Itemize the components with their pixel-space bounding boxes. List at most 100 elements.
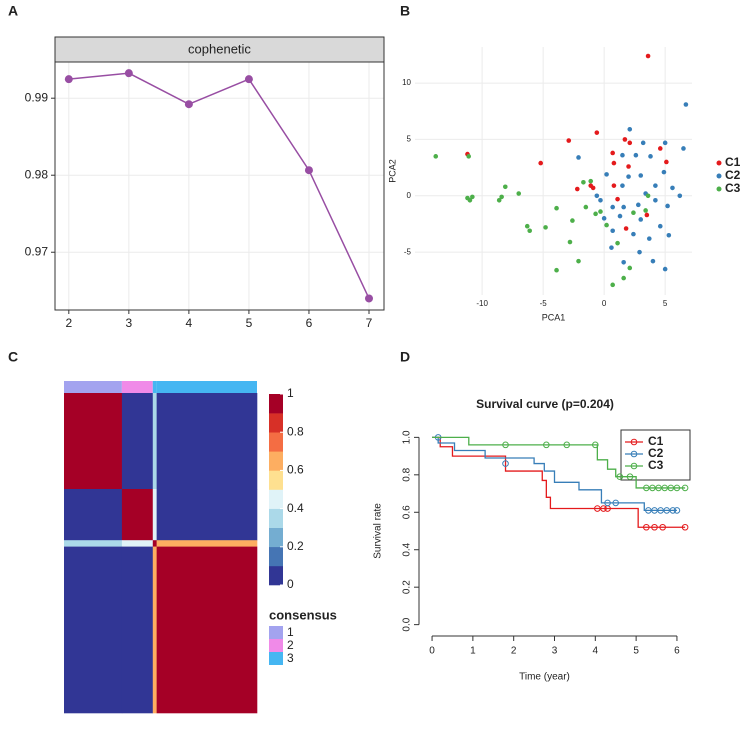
colorbar-label: 0.8 — [287, 424, 304, 438]
censor-mark — [673, 484, 681, 492]
x-tick-label: 4 — [593, 646, 599, 657]
scatter-point — [499, 194, 504, 200]
legend-swatch — [716, 160, 722, 166]
colorbar-band — [269, 432, 283, 452]
scatter-point — [576, 155, 581, 160]
heatmap-cell — [121, 540, 154, 547]
x-tick-label: 3 — [552, 646, 558, 657]
scatter-point — [621, 275, 626, 281]
heatmap-cell — [64, 393, 123, 490]
scatter-point — [677, 193, 683, 199]
scatter-point — [538, 160, 543, 166]
x-tick-label: 5 — [633, 646, 639, 657]
panel-label: D — [400, 349, 410, 365]
y-tick-label: -5 — [404, 247, 412, 256]
y-axis-label: Survival rate — [373, 503, 384, 559]
heatmap-cell — [152, 489, 157, 541]
scatter-point — [615, 240, 620, 246]
x-tick-label: 4 — [186, 316, 193, 330]
scatter-point — [662, 266, 668, 272]
legend-box — [620, 429, 691, 481]
scatter-point — [470, 194, 475, 200]
y-tick-label: 0.99 — [25, 90, 49, 104]
scatter-point — [576, 258, 581, 264]
data-point — [64, 75, 73, 84]
censor-mark — [592, 441, 599, 449]
colorbar-band — [269, 508, 283, 528]
scatter-point — [627, 126, 633, 132]
scatter-point — [433, 154, 439, 159]
scatter-point — [645, 193, 651, 199]
censor-mark — [657, 507, 664, 514]
censor-mark — [616, 473, 624, 480]
scatter-point — [611, 183, 617, 188]
x-tick-label: 7 — [366, 316, 373, 330]
scatter-point — [657, 223, 663, 229]
scatter-point — [543, 225, 548, 230]
legend-marker — [630, 450, 638, 458]
censor-mark — [563, 441, 571, 449]
scatter-point — [609, 245, 614, 250]
scatter-point — [610, 150, 615, 156]
scatter-point — [637, 249, 642, 255]
censor-mark — [669, 507, 677, 514]
scatter-point — [554, 205, 559, 211]
censor-mark — [645, 507, 652, 514]
scatter-point — [645, 53, 651, 59]
scatter-point — [604, 222, 609, 228]
scatter-point — [604, 172, 609, 177]
y-tick-label: 1.0 — [402, 430, 413, 444]
scatter-point — [611, 160, 617, 166]
censor-mark — [651, 523, 658, 531]
scatter-point — [623, 226, 629, 231]
y-tick-label: 0.6 — [402, 505, 413, 519]
y-tick-label: 0.0 — [402, 617, 413, 631]
heatmap-cell — [64, 489, 123, 541]
data-line — [68, 72, 370, 299]
x-tick-label: 3 — [126, 316, 133, 330]
x-tick-label: 6 — [674, 646, 680, 657]
heatmap-cell — [152, 546, 157, 714]
scatter-point — [653, 198, 658, 203]
scatter-point — [648, 154, 653, 159]
strip-label: cophenetic — [188, 41, 251, 56]
y-tick-label: 0.97 — [25, 244, 49, 258]
scatter-point — [644, 212, 650, 218]
legend-title: consensus — [269, 607, 337, 622]
colorbar-band — [269, 394, 283, 414]
scatter-point — [643, 208, 648, 213]
x-tick-label: 5 — [246, 316, 253, 330]
scatter-point — [610, 204, 615, 210]
censor-mark — [649, 484, 656, 492]
scatter-point — [661, 169, 667, 175]
data-point — [124, 69, 133, 78]
x-axis-label: PCA1 — [542, 312, 566, 322]
y-axis-label: PCA2 — [387, 159, 397, 183]
panel-label: A — [8, 3, 18, 19]
y-tick-label: 0.4 — [402, 542, 413, 556]
scatter-point — [666, 232, 672, 238]
y-tick-label: 10 — [402, 78, 411, 87]
scatter-point — [502, 184, 508, 190]
scatter-point — [566, 138, 572, 143]
censor-mark — [626, 473, 634, 480]
colorbar-band — [269, 565, 283, 586]
scatter-point — [593, 211, 598, 217]
data-point — [184, 100, 193, 109]
heatmap-cell — [152, 540, 157, 547]
scatter-point — [594, 193, 600, 199]
cluster-annotation — [64, 381, 122, 393]
x-tick-label: 2 — [65, 316, 72, 330]
scatter-point — [583, 204, 589, 210]
scatter-point — [621, 260, 626, 265]
heatmap-cell — [156, 540, 258, 547]
scatter-point — [620, 152, 625, 158]
scatter-point — [466, 154, 471, 159]
x-tick-label: -5 — [540, 299, 548, 308]
scatter-point — [615, 196, 620, 202]
scatter-point — [527, 228, 533, 234]
x-tick-label: 0 — [429, 646, 435, 657]
censor-mark — [594, 505, 601, 512]
scatter-point — [631, 231, 636, 237]
